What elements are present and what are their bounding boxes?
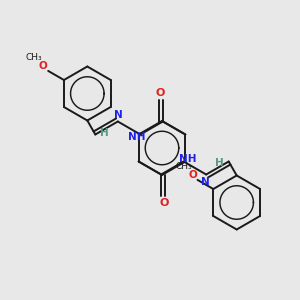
Text: O: O	[159, 198, 169, 208]
Text: N: N	[201, 176, 209, 187]
Text: O: O	[155, 88, 165, 98]
Text: N: N	[115, 110, 123, 119]
Text: CH₃: CH₃	[26, 53, 43, 62]
Text: NH: NH	[128, 133, 145, 142]
Text: CH₃: CH₃	[175, 162, 192, 171]
Text: O: O	[188, 170, 197, 180]
Text: H: H	[215, 158, 224, 167]
Text: NH: NH	[179, 154, 196, 164]
Text: H: H	[100, 128, 109, 139]
Text: O: O	[39, 61, 47, 71]
